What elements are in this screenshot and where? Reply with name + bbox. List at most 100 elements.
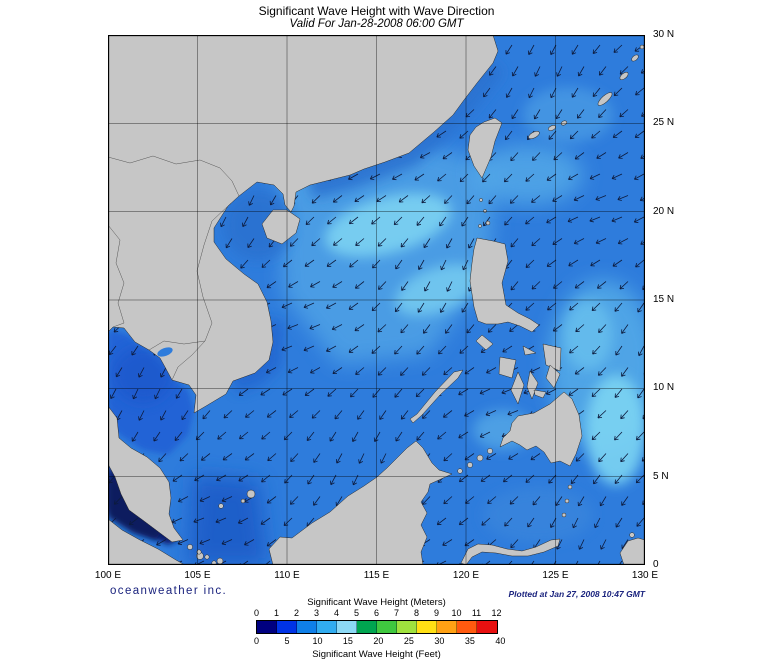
- wave-direction-arrow: [569, 130, 579, 140]
- legend-feet-tick: 40: [495, 636, 506, 646]
- wave-direction-arrow: [326, 259, 337, 267]
- wave-direction-arrow: [591, 388, 601, 398]
- wave-direction-arrow: [247, 238, 255, 249]
- wave-direction-arrow: [199, 496, 211, 503]
- wave-direction-arrow: [395, 431, 403, 442]
- colorbar: [255, 620, 498, 634]
- wave-direction-arrow: [531, 281, 541, 290]
- wave-direction-arrow: [527, 44, 535, 55]
- wave-direction-arrow: [416, 345, 425, 355]
- wave-direction-arrow: [288, 281, 299, 288]
- wave-direction-arrow: [525, 474, 535, 483]
- wave-direction-arrow: [287, 367, 299, 374]
- wave-direction-arrow: [238, 474, 249, 482]
- land-halmahera: [619, 537, 645, 565]
- wave-direction-arrow: [589, 173, 601, 180]
- wave-direction-arrow: [635, 474, 645, 484]
- wave-direction-arrow: [591, 130, 601, 139]
- wave-direction-arrow: [592, 44, 601, 55]
- wave-direction-arrow: [371, 345, 381, 354]
- wave-direction-arrow: [466, 324, 475, 334]
- ocean-shading: [483, 487, 593, 543]
- wave-direction-arrow: [598, 109, 607, 118]
- legend-meter-tick: 10: [451, 608, 462, 618]
- plotted-at-text: Plotted at Jan 27, 2008 10:47 GMT: [508, 589, 645, 599]
- wave-direction-arrow: [284, 474, 293, 484]
- wave-direction-arrow: [505, 87, 513, 98]
- legend-meter-tick: 9: [433, 608, 440, 618]
- land-samar: [542, 343, 562, 372]
- wave-direction-arrow: [348, 345, 359, 353]
- wave-direction-arrow: [244, 453, 255, 461]
- land-ryukyu-island: [560, 120, 568, 126]
- wave-direction-arrow: [177, 496, 189, 503]
- chart-subtitle: Valid For Jan-28-2008 06:00 GMT: [289, 18, 464, 30]
- wave-direction-arrow: [483, 87, 491, 98]
- legend-meter-tick: 11: [471, 608, 482, 618]
- wave-direction-arrow: [597, 281, 607, 289]
- legend-meter-tick: 8: [413, 608, 420, 618]
- wave-direction-arrow: [598, 453, 607, 463]
- wave-direction-arrow: [261, 474, 271, 483]
- land-natuna-island: [240, 498, 246, 504]
- land-masbate: [522, 345, 537, 356]
- wave-direction-arrow: [131, 345, 139, 356]
- wave-direction-arrow: [348, 173, 359, 181]
- wave-direction-arrow: [511, 109, 519, 120]
- wave-direction-arrow: [487, 324, 497, 333]
- wave-direction-arrow: [548, 130, 557, 140]
- wave-direction-arrow: [355, 238, 365, 247]
- wave-direction-arrow: [303, 302, 315, 309]
- land-natuna-island: [246, 489, 256, 499]
- wave-direction-arrow: [394, 302, 403, 313]
- colorbar-segment: [476, 621, 497, 633]
- legend-meters-label: Significant Wave Height (Meters): [307, 597, 446, 608]
- wave-direction-arrow: [245, 410, 255, 418]
- colorbar-segment: [316, 621, 337, 633]
- ocean-shading: [563, 300, 613, 370]
- wave-direction-arrow: [620, 453, 629, 463]
- wave-direction-arrow: [267, 453, 277, 462]
- wave-direction-arrow: [310, 281, 321, 288]
- wave-direction-arrow: [175, 388, 183, 399]
- land-palawan: [409, 369, 464, 424]
- wave-direction-arrow: [174, 431, 183, 441]
- wave-direction-arrow: [546, 216, 557, 224]
- wave-direction-arrow: [244, 539, 255, 546]
- wave-direction-arrow: [220, 216, 227, 228]
- land-batanes-island: [479, 198, 483, 202]
- lat-tick-label: 25 N: [653, 117, 675, 129]
- wave-direction-arrow: [417, 302, 425, 313]
- wave-direction-arrow: [304, 259, 315, 267]
- wave-direction-arrow: [325, 345, 337, 353]
- legend-meter-tick: 12: [491, 608, 502, 618]
- wave-direction-arrow: [509, 324, 519, 332]
- wave-direction-arrow: [377, 324, 387, 333]
- lon-tick-label: 125 E: [542, 570, 569, 581]
- wave-direction-arrow: [138, 367, 145, 378]
- wave-direction-arrow: [637, 388, 645, 399]
- ocean-shading: [586, 375, 645, 485]
- wave-direction-arrow: [372, 259, 381, 269]
- wave-direction-arrow: [574, 152, 585, 160]
- lake-tonle-sap: [157, 347, 173, 357]
- wave-direction-arrow: [574, 281, 585, 289]
- land-sulu-island: [487, 448, 493, 454]
- wave-direction-arrow: [354, 324, 365, 332]
- wave-direction-arrow: [571, 44, 579, 55]
- wave-direction-arrow: [510, 281, 519, 291]
- ocean-shading: [223, 190, 293, 260]
- wave-direction-arrow: [395, 259, 403, 270]
- wave-direction-arrow: [614, 302, 623, 312]
- legend-feet-tick: 30: [434, 636, 445, 646]
- land-mindanao: [499, 391, 583, 467]
- wave-direction-arrow: [615, 560, 623, 565]
- wave-direction-arrow: [348, 216, 359, 225]
- land-sangihe-island: [564, 498, 570, 504]
- wave-direction-arrow: [466, 195, 475, 205]
- wave-direction-arrow: [325, 302, 337, 310]
- colorbar-segment: [256, 621, 277, 633]
- wave-direction-arrow: [238, 388, 249, 396]
- land-malay-peninsula: [108, 405, 184, 543]
- wave-direction-arrow: [479, 388, 491, 395]
